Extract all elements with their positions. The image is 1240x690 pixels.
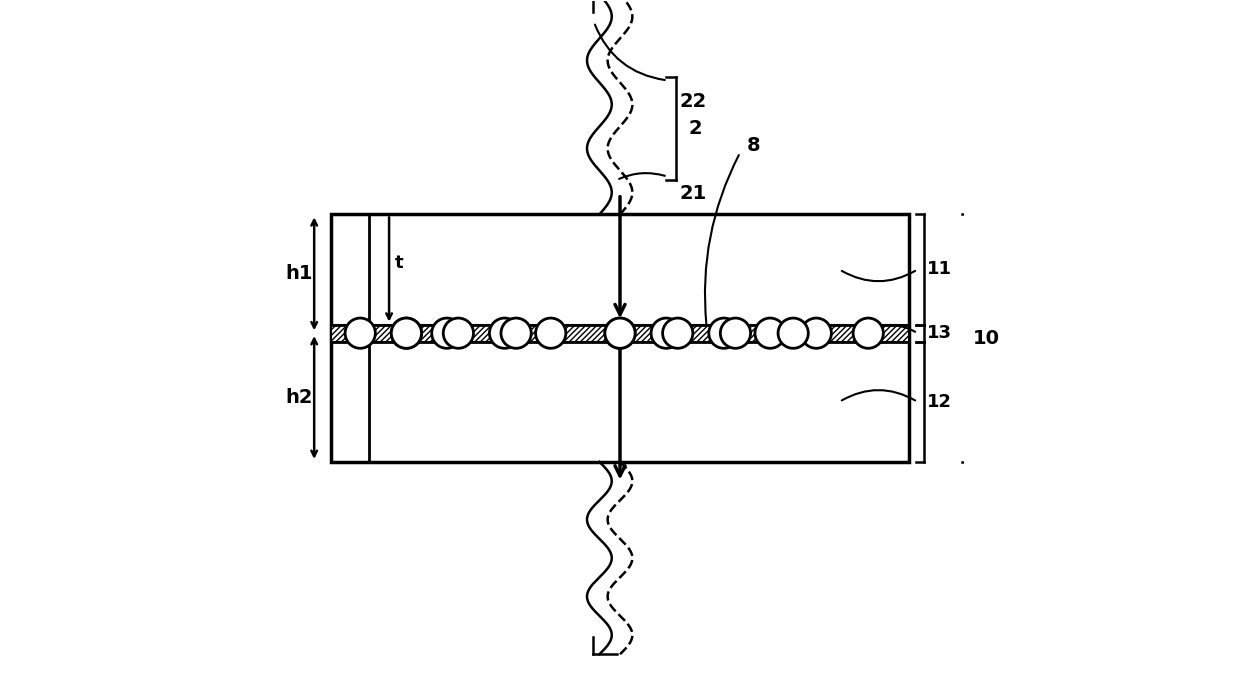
Text: 2: 2 [689,119,703,138]
Circle shape [777,318,808,348]
Circle shape [432,318,463,348]
Bar [331,324,909,342]
Circle shape [605,318,635,348]
Text: 13: 13 [928,324,952,342]
Circle shape [392,318,422,348]
Circle shape [501,318,531,348]
Circle shape [755,318,785,348]
Text: 11: 11 [928,260,952,279]
Circle shape [651,318,681,348]
Circle shape [801,318,831,348]
Circle shape [443,318,474,348]
Circle shape [605,318,635,348]
Text: 12: 12 [928,393,952,411]
Circle shape [536,318,565,348]
Text: t: t [396,254,404,272]
Text: h1: h1 [285,264,312,284]
Text: 10: 10 [973,328,1001,348]
Circle shape [345,318,376,348]
Circle shape [662,318,693,348]
Circle shape [853,318,883,348]
Text: 21: 21 [680,184,707,204]
Text: h2: h2 [285,388,312,407]
Circle shape [392,318,422,348]
Circle shape [720,318,750,348]
Text: 22: 22 [680,92,707,110]
Circle shape [490,318,520,348]
Bar [331,215,909,462]
Circle shape [709,318,739,348]
Text: 8: 8 [746,136,760,155]
